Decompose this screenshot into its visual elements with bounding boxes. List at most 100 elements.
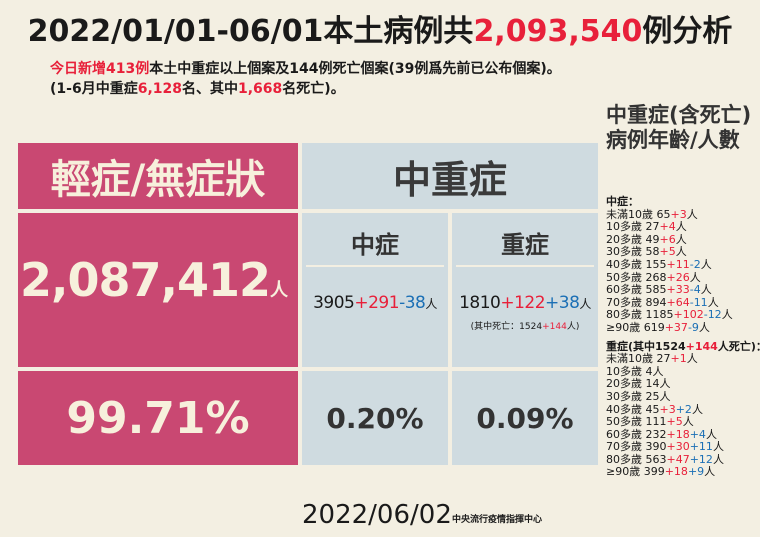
subtitle-line-2: (1-6月中重症6,128名、其中1,668名死亡)。 (50, 78, 345, 98)
age-row-b: +12 (689, 452, 713, 466)
age-row-unit: 人 (675, 220, 687, 234)
moderate-percent: 0.20% (302, 371, 448, 465)
list-item: 20多歲 49+6人 (606, 232, 760, 247)
list-item: 80多歲 563+47+12人 (606, 452, 760, 467)
subtitle-1-rest: 本土中重症以上個案及144例死亡個案(39例爲先前已公布個案)。 (149, 61, 561, 77)
sev-head-pre: 重症(其中1524 (606, 339, 686, 353)
age-row-a: +64 (666, 295, 690, 309)
title-prefix: 2022/01/01-06/01本土病例共 (27, 14, 474, 49)
age-row-unit: 人 (712, 452, 724, 466)
age-row-age: 30多歲 (606, 245, 646, 259)
age-row-a: +3 (659, 402, 676, 416)
age-row-a: +1 (670, 352, 687, 366)
mild-count-value: 2,087,412 (20, 253, 271, 307)
age-row-unit: 人 (707, 295, 719, 309)
age-breakdown-list: 中症： 未滿10歲 65+3人 10多歲 27+4人 20多歲 49+6人 30多歲 … (606, 195, 760, 479)
age-row-unit: 人 (689, 270, 701, 284)
age-row-base: 1185 (645, 308, 674, 322)
age-row-a: +18 (666, 427, 690, 441)
mild-header: 輕症/無症狀 (18, 143, 298, 209)
age-row-base: 399 (643, 465, 665, 479)
age-row-age: 60多歲 (606, 283, 646, 297)
age-row-age: 50多歲 (606, 270, 646, 284)
list-item: ≥90歲 619+37-9人 (606, 320, 760, 335)
age-row-age: 40多歲 (606, 257, 646, 271)
age-row-base: 45 (645, 402, 660, 416)
age-row-b: +9 (687, 465, 705, 479)
moderate-cell: 中症 3905+291-38人 (302, 213, 448, 367)
severe-unit: 人 (579, 297, 591, 311)
age-row-base: 65 (656, 207, 671, 221)
age-row-unit: 人 (721, 308, 733, 322)
age-row-b: -4 (689, 283, 701, 297)
age-row-a: +26 (666, 270, 690, 284)
list-item: 80多歲 1185+102-12人 (606, 309, 760, 322)
list-item: 20多歲 14人 (606, 378, 760, 391)
severe-header: 重症 (501, 231, 549, 259)
age-row-unit: 人 (712, 440, 724, 454)
subtitle-2-part-2: 名、其中 (182, 81, 238, 97)
age-row-base: 27 (656, 352, 671, 366)
moderate-base: 3905 (313, 293, 355, 313)
age-row-a: +18 (664, 465, 688, 479)
age-row-age: 30多歲 (606, 389, 646, 403)
age-row-age: 70多歲 (606, 440, 646, 454)
moderate-minus: -38 (399, 293, 426, 313)
severe-deaths-change: +38 (545, 293, 580, 313)
moderate-plus: +291 (354, 293, 400, 313)
age-row-unit: 人 (691, 402, 703, 416)
age-row-a: +5 (666, 415, 683, 429)
age-row-a: +11 (666, 257, 690, 271)
subtitle-line-1: 今日新增413例本土中重症以上個案及144例死亡個案(39例爲先前已公布個案)。 (50, 58, 561, 78)
age-row-age: 60多歲 (606, 427, 646, 441)
age-row-b: -11 (689, 295, 708, 309)
list-item: 未滿10歲 65+3人 (606, 207, 760, 222)
age-row-age: 80多歲 (606, 308, 646, 322)
list-item: 60多歲 232+18+4人 (606, 427, 760, 442)
title-suffix: 例分析 (642, 14, 733, 49)
list-item: 40多歲 155+11-2人 (606, 257, 760, 272)
age-row-unit: 人 (675, 232, 687, 246)
age-row-b: +4 (689, 427, 706, 441)
age-row-a: +3 (670, 207, 687, 221)
list-item: 60多歲 585+33-4人 (606, 283, 760, 297)
mild-count: 2,087,412人 (20, 253, 288, 307)
mild-count-cell: 2,087,412人 (18, 213, 298, 367)
sev-head-plus: +144 (685, 339, 718, 353)
list-item: ≥90歲 399+18+9人 (606, 466, 760, 479)
age-row-age: 70多歲 (606, 295, 646, 309)
age-row-a: +37 (664, 320, 688, 334)
sev-head-post: 人死亡)： (717, 339, 760, 353)
list-item: 10多歲 27+4人 (606, 220, 760, 234)
age-row-base: 58 (645, 245, 660, 259)
age-row-age: 未滿10歲 (606, 352, 657, 366)
list-item: 未滿10歲 27+1人 (606, 352, 760, 366)
list-item: 50多歲 268+26人 (606, 270, 760, 285)
note-pre: (其中死亡：1524 (470, 322, 543, 332)
severe-group-header: 中重症 (302, 143, 598, 209)
age-row-unit: 人 (704, 465, 716, 479)
severe-list-header: 重症(其中1524+144人死亡)： (606, 339, 760, 354)
severe-total: 6,128 (137, 81, 182, 97)
age-row-unit: 人 (686, 207, 698, 221)
age-row-age: 20多歲 (606, 377, 646, 391)
age-row-a: +5 (659, 245, 676, 259)
age-row-unit: 人 (686, 352, 698, 366)
page-title: 2022/01/01-06/01本土病例共2,093,540例分析 (0, 6, 760, 50)
death-total: 1,668 (238, 81, 283, 97)
age-row-base: 25 (645, 389, 660, 403)
age-row-age: 50多歲 (606, 415, 646, 429)
age-row-base: 585 (645, 283, 667, 297)
severe-divider (456, 265, 594, 267)
age-row-b: -12 (703, 308, 722, 322)
age-row-age: ≥90歲 (606, 465, 644, 479)
report-date: 2022/06/02 (302, 500, 452, 530)
list-item: 50多歲 111+5人 (606, 415, 760, 429)
list-item: 10多歲 4人 (606, 365, 760, 379)
age-row-unit: 人 (659, 377, 671, 391)
list-item: 70多歲 390+30+11人 (606, 440, 760, 454)
list-item: 30多歲 25人 (606, 389, 760, 404)
age-row-base: 232 (645, 427, 667, 441)
age-row-unit: 人 (700, 283, 712, 297)
age-row-b: -9 (687, 320, 699, 334)
